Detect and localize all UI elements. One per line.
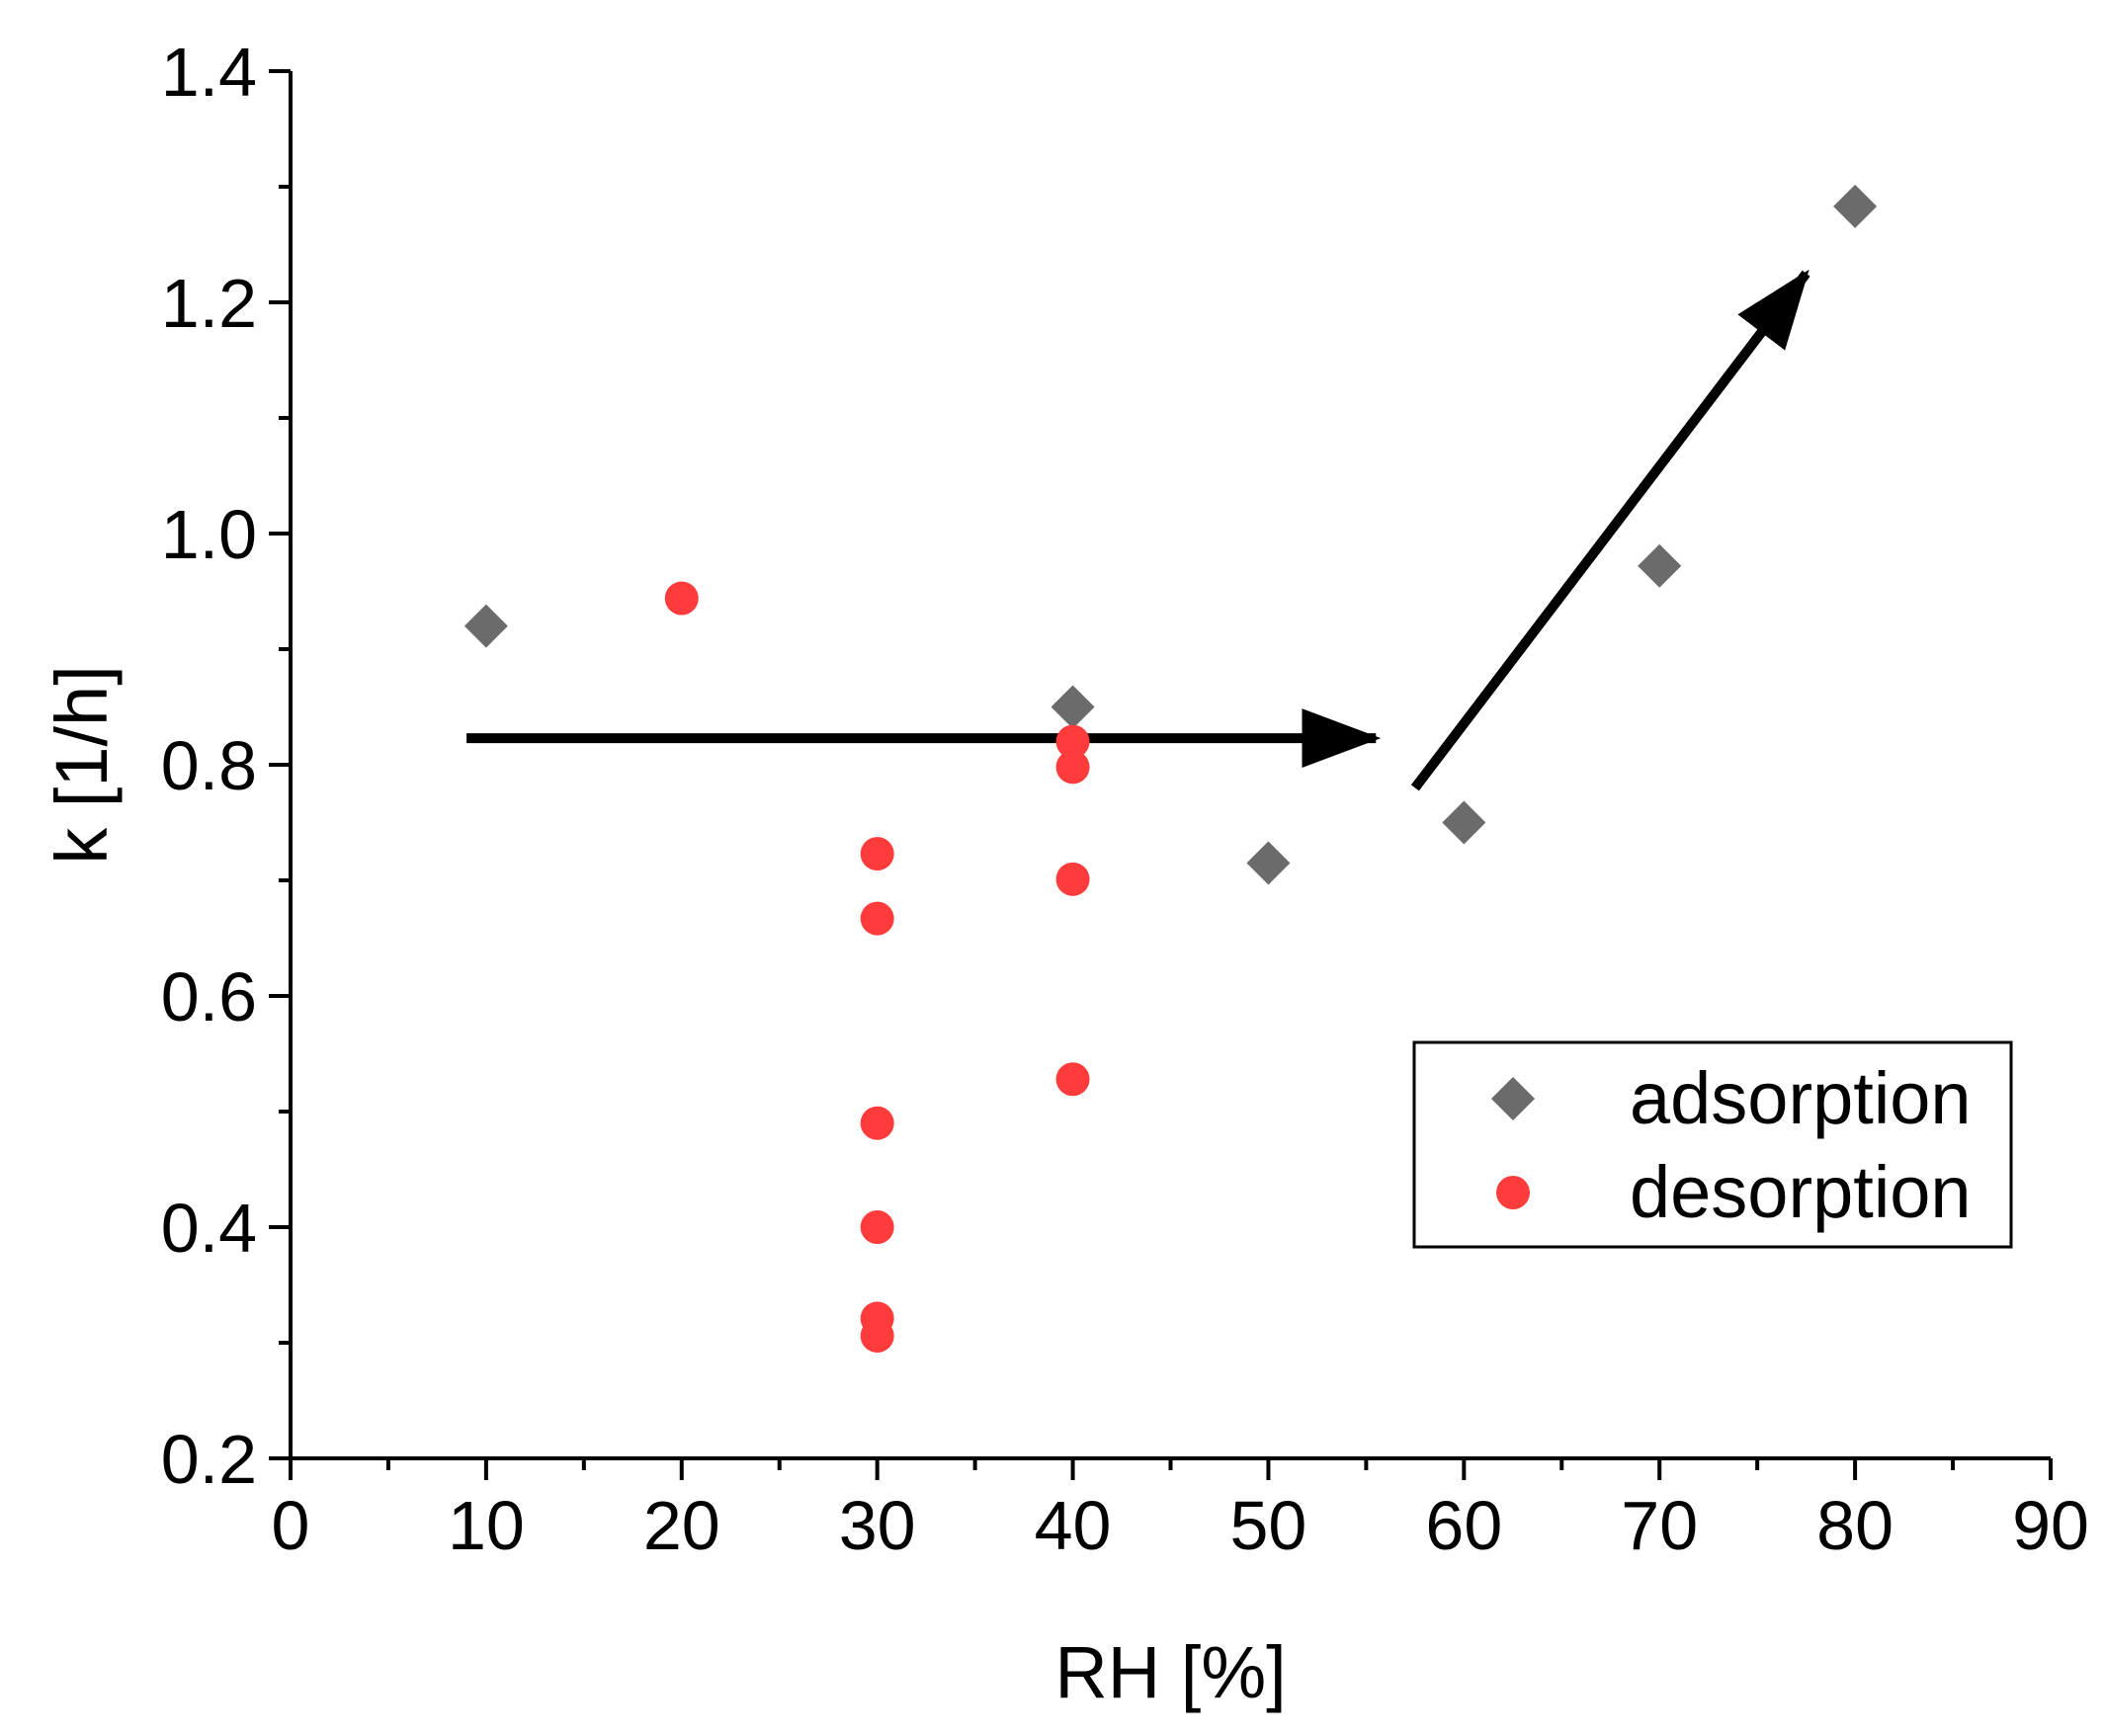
x-tick-label: 80 <box>1816 1487 1893 1564</box>
x-tick-label: 50 <box>1230 1487 1307 1564</box>
legend: adsorption desorption <box>1412 1040 2013 1249</box>
y-tick-label: 0.6 <box>161 958 257 1035</box>
trend-arrow <box>1410 269 1810 791</box>
legend-swatch-desorption <box>1496 1176 1530 1209</box>
legend-label-adsorption: adsorption <box>1630 1057 1972 1139</box>
y-tick-label: 0.2 <box>161 1421 257 1498</box>
annotations <box>466 269 1810 791</box>
desorption-point <box>860 901 894 936</box>
desorption-point <box>1055 750 1090 785</box>
x-tick-label: 20 <box>643 1487 720 1564</box>
desorption-point <box>860 1210 894 1244</box>
x-tick-label: 70 <box>1621 1487 1698 1564</box>
x-tick-label: 60 <box>1425 1487 1502 1564</box>
x-tick-label: 90 <box>2012 1487 2089 1564</box>
x-axis-title: RH [%] <box>1054 1631 1286 1713</box>
axes: 0 10 20 30 40 50 60 70 80 90 0.2 0.4 0.6 0.8 1.0 1.2 1.4 <box>161 34 2089 1564</box>
x-tick-label: 40 <box>1035 1487 1112 1564</box>
desorption-point <box>860 837 894 871</box>
legend-box <box>1412 1040 2013 1249</box>
desorption-point <box>860 1318 894 1353</box>
desorption-point <box>860 1106 894 1140</box>
y-tick-label: 1.0 <box>161 496 257 573</box>
x-tick-label: 10 <box>448 1487 525 1564</box>
adsorption-point <box>1051 685 1095 729</box>
x-tick-label: 0 <box>272 1487 310 1564</box>
adsorption-point <box>1638 543 1682 588</box>
y-tick-label: 0.8 <box>161 727 257 804</box>
y-tick-label: 1.4 <box>161 34 257 111</box>
adsorption-point <box>1442 800 1486 845</box>
legend-label-desorption: desorption <box>1630 1151 1972 1233</box>
desorption-point <box>1055 724 1090 759</box>
y-tick-label: 1.2 <box>161 265 257 342</box>
legend-swatch-adsorption <box>1491 1077 1535 1120</box>
adsorption-point <box>1833 184 1878 228</box>
y-axis-title: k [1/h] <box>41 665 123 865</box>
data-points <box>463 184 1878 1353</box>
adsorption-point <box>1246 841 1291 885</box>
desorption-point <box>664 581 699 616</box>
y-tick-label: 0.4 <box>161 1190 257 1267</box>
desorption-point <box>1055 862 1090 896</box>
adsorption-point <box>463 604 508 648</box>
x-tick-label: 30 <box>839 1487 916 1564</box>
desorption-point <box>1055 1062 1090 1097</box>
